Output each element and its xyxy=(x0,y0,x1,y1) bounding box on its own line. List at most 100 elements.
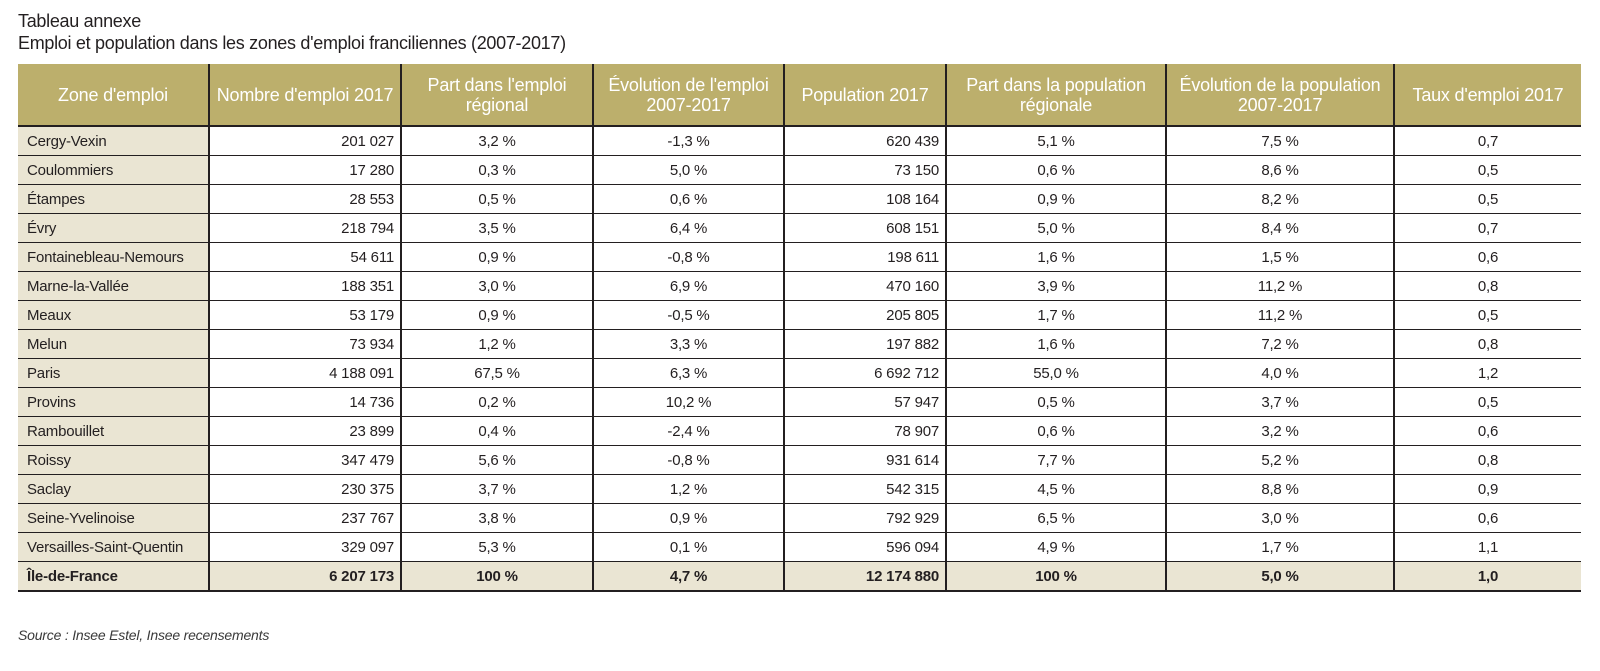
employment-change-cell: -0,5 % xyxy=(592,300,784,330)
employment-cell: 188 351 xyxy=(208,271,401,301)
table-row: Roissy 347 479 5,6 % -0,8 % 931 614 7,7 % 5,2 … xyxy=(18,445,1581,475)
employment-change-cell: -0,8 % xyxy=(592,242,784,272)
zone-name-cell: Saclay xyxy=(18,474,209,504)
employment-rate-cell: 0,9 xyxy=(1393,474,1581,504)
employment-share-cell: 0,5 % xyxy=(400,184,593,214)
population-cell: 470 160 xyxy=(783,271,946,301)
population-cell: 205 805 xyxy=(783,300,946,330)
header-row: Zone d'emploi Nombre d'emploi 2017 Part … xyxy=(18,64,1581,127)
employment-change-cell: 6,9 % xyxy=(592,271,784,301)
zone-name-cell: Meaux xyxy=(18,300,209,330)
population-change-cell: 8,8 % xyxy=(1165,474,1394,504)
employment-change-cell: 0,9 % xyxy=(592,503,784,533)
zone-name-cell: Melun xyxy=(18,329,209,359)
population-cell: 6 692 712 xyxy=(783,358,946,388)
employment-share-cell: 0,4 % xyxy=(400,416,593,446)
population-cell: 12 174 880 xyxy=(783,561,946,592)
population-share-cell: 55,0 % xyxy=(945,358,1166,388)
column-header: Évolution de la population 2007-2017 xyxy=(1165,64,1394,127)
employment-cell: 14 736 xyxy=(208,387,401,417)
zone-name-cell: Île-de-France xyxy=(18,561,209,592)
population-cell: 197 882 xyxy=(783,329,946,359)
population-cell: 73 150 xyxy=(783,155,946,185)
employment-rate-cell: 0,6 xyxy=(1393,503,1581,533)
employment-share-cell: 5,3 % xyxy=(400,532,593,562)
employment-rate-cell: 0,7 xyxy=(1393,213,1581,243)
population-change-cell: 11,2 % xyxy=(1165,300,1394,330)
employment-rate-cell: 1,2 xyxy=(1393,358,1581,388)
zone-name-cell: Seine-Yvelinoise xyxy=(18,503,209,533)
population-share-cell: 1,7 % xyxy=(945,300,1166,330)
table-row: Versailles-Saint-Quentin 329 097 5,3 % 0,1 … xyxy=(18,532,1581,562)
employment-change-cell: -1,3 % xyxy=(592,126,784,156)
employment-share-cell: 0,3 % xyxy=(400,155,593,185)
employment-cell: 237 767 xyxy=(208,503,401,533)
population-share-cell: 0,9 % xyxy=(945,184,1166,214)
table-row: Seine-Yvelinoise 237 767 3,8 % 0,9 % 792 929… xyxy=(18,503,1581,533)
population-share-cell: 7,7 % xyxy=(945,445,1166,475)
employment-rate-cell: 0,5 xyxy=(1393,184,1581,214)
population-share-cell: 6,5 % xyxy=(945,503,1166,533)
population-cell: 931 614 xyxy=(783,445,946,475)
population-share-cell: 100 % xyxy=(945,561,1166,592)
title-block: Tableau annexe Emploi et population dans… xyxy=(18,10,566,54)
employment-rate-cell: 1,1 xyxy=(1393,532,1581,562)
employment-cell: 201 027 xyxy=(208,126,401,156)
population-change-cell: 4,0 % xyxy=(1165,358,1394,388)
population-cell: 792 929 xyxy=(783,503,946,533)
employment-rate-cell: 0,7 xyxy=(1393,126,1581,156)
population-change-cell: 8,4 % xyxy=(1165,213,1394,243)
population-share-cell: 3,9 % xyxy=(945,271,1166,301)
population-cell: 198 611 xyxy=(783,242,946,272)
table-row: Coulommiers 17 280 0,3 % 5,0 % 73 150 0,6 % 8,… xyxy=(18,155,1581,185)
population-change-cell: 1,5 % xyxy=(1165,242,1394,272)
employment-change-cell: 3,3 % xyxy=(592,329,784,359)
population-share-cell: 0,6 % xyxy=(945,416,1166,446)
table-row: Étampes 28 553 0,5 % 0,6 % 108 164 0,9 % 8,2 %… xyxy=(18,184,1581,214)
annex-table: Zone d'emploi Nombre d'emploi 2017 Part … xyxy=(18,64,1581,592)
population-share-cell: 4,9 % xyxy=(945,532,1166,562)
employment-cell: 347 479 xyxy=(208,445,401,475)
population-change-cell: 8,2 % xyxy=(1165,184,1394,214)
zone-name-cell: Coulommiers xyxy=(18,155,209,185)
table-subtitle: Emploi et population dans les zones d'em… xyxy=(18,33,566,53)
employment-change-cell: 6,3 % xyxy=(592,358,784,388)
employment-rate-cell: 0,8 xyxy=(1393,329,1581,359)
employment-cell: 6 207 173 xyxy=(208,561,401,592)
column-header: Zone d'emploi xyxy=(18,64,209,127)
employment-change-cell: -2,4 % xyxy=(592,416,784,446)
population-change-cell: 3,7 % xyxy=(1165,387,1394,417)
population-share-cell: 1,6 % xyxy=(945,329,1166,359)
employment-change-cell: 4,7 % xyxy=(592,561,784,592)
employment-change-cell: 1,2 % xyxy=(592,474,784,504)
employment-cell: 23 899 xyxy=(208,416,401,446)
employment-rate-cell: 0,6 xyxy=(1393,416,1581,446)
column-header: Part dans l'emploi régional xyxy=(400,64,593,127)
employment-share-cell: 3,7 % xyxy=(400,474,593,504)
table-row: Provins 14 736 0,2 % 10,2 % 57 947 0,5 % 3,7 %… xyxy=(18,387,1581,417)
population-change-cell: 5,2 % xyxy=(1165,445,1394,475)
table-row: Évry 218 794 3,5 % 6,4 % 608 151 5,0 % 8,4 % 0,… xyxy=(18,213,1581,243)
zone-name-cell: Fontainebleau-Nemours xyxy=(18,242,209,272)
population-cell: 108 164 xyxy=(783,184,946,214)
table-title: Tableau annexe xyxy=(18,11,141,31)
employment-share-cell: 0,9 % xyxy=(400,300,593,330)
employment-change-cell: 0,1 % xyxy=(592,532,784,562)
employment-share-cell: 0,2 % xyxy=(400,387,593,417)
zone-name-cell: Cergy-Vexin xyxy=(18,126,209,156)
population-change-cell: 3,0 % xyxy=(1165,503,1394,533)
table-row: Marne-la-Vallée 188 351 3,0 % 6,9 % 470 160 3… xyxy=(18,271,1581,301)
employment-share-cell: 3,2 % xyxy=(400,126,593,156)
population-change-cell: 5,0 % xyxy=(1165,561,1394,592)
employment-rate-cell: 0,8 xyxy=(1393,271,1581,301)
column-header: Population 2017 xyxy=(783,64,946,127)
population-change-cell: 8,6 % xyxy=(1165,155,1394,185)
column-header: Part dans la population régionale xyxy=(945,64,1166,127)
population-cell: 596 094 xyxy=(783,532,946,562)
zone-name-cell: Rambouillet xyxy=(18,416,209,446)
employment-cell: 28 553 xyxy=(208,184,401,214)
employment-rate-cell: 0,5 xyxy=(1393,300,1581,330)
employment-rate-cell: 0,6 xyxy=(1393,242,1581,272)
employment-cell: 329 097 xyxy=(208,532,401,562)
population-cell: 620 439 xyxy=(783,126,946,156)
